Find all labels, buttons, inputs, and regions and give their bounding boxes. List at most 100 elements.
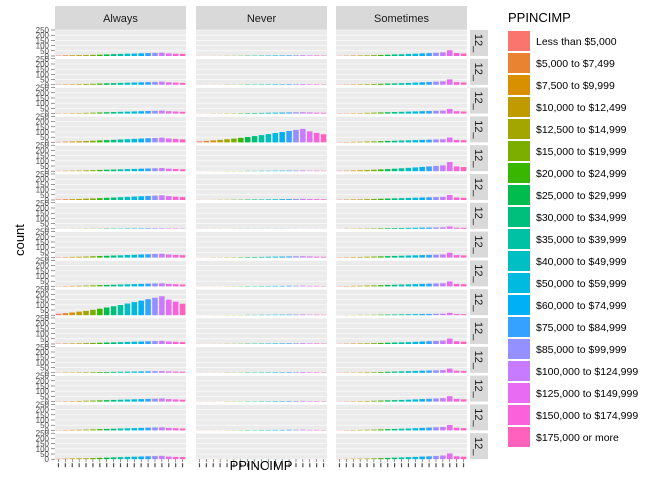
bar xyxy=(124,196,131,200)
y-tick-label: 0 xyxy=(45,340,50,349)
bar xyxy=(124,284,131,287)
bar xyxy=(286,285,292,287)
bar xyxy=(69,429,75,431)
bar xyxy=(272,343,279,344)
bar xyxy=(83,112,89,114)
x-tick-label xyxy=(274,463,276,468)
bar xyxy=(378,256,384,258)
x-tick-label xyxy=(147,463,149,468)
bar xyxy=(405,53,412,56)
facet-panel xyxy=(336,58,467,86)
legend-key xyxy=(508,97,530,117)
panel-background xyxy=(336,116,467,143)
bar xyxy=(62,141,69,143)
column-strip-bg xyxy=(196,6,327,30)
bar xyxy=(258,135,265,143)
bar xyxy=(384,198,391,200)
column-strip-bg xyxy=(336,6,467,30)
bar xyxy=(350,141,356,143)
bar xyxy=(313,170,320,172)
legend-entry-label: $150,000 to $174,999 xyxy=(536,410,638,422)
bar xyxy=(426,254,432,258)
bar xyxy=(110,306,117,316)
bar xyxy=(279,401,285,402)
x-tick-label xyxy=(302,463,304,468)
bar xyxy=(131,399,138,402)
bar xyxy=(426,197,432,200)
legend-key xyxy=(508,317,530,337)
bar xyxy=(378,429,384,431)
x-tick-label xyxy=(373,463,375,468)
bar xyxy=(453,255,460,258)
bar xyxy=(97,140,103,143)
bar xyxy=(391,112,398,114)
bar xyxy=(357,401,363,402)
bar xyxy=(138,138,144,143)
bar xyxy=(272,372,279,373)
bar xyxy=(398,140,405,143)
bar xyxy=(440,139,446,143)
bar xyxy=(350,199,356,200)
facet-panel xyxy=(55,432,186,460)
bar xyxy=(307,314,313,316)
y-tick-label: 200 xyxy=(36,319,50,328)
row-strip-bg xyxy=(470,174,488,200)
bar xyxy=(110,139,117,143)
bar xyxy=(378,342,384,344)
y-tick-label: 250 xyxy=(36,26,50,35)
bar xyxy=(357,84,363,85)
bar xyxy=(152,110,158,114)
facet-panel xyxy=(55,58,186,86)
bar xyxy=(384,371,391,373)
bar xyxy=(159,253,165,258)
bar xyxy=(313,112,320,114)
bar xyxy=(371,141,377,143)
bar xyxy=(307,401,313,402)
bar xyxy=(378,112,384,114)
bar xyxy=(440,81,446,85)
y-tick-label: 250 xyxy=(36,343,50,352)
bar xyxy=(440,227,446,229)
bar xyxy=(433,340,439,344)
bar xyxy=(426,53,432,56)
bar xyxy=(272,256,279,258)
facet-panel xyxy=(55,116,186,143)
bar xyxy=(159,296,165,316)
y-tick-label: 50 xyxy=(40,306,49,315)
bar xyxy=(300,112,306,114)
x-tick-label xyxy=(233,463,235,468)
bar xyxy=(453,283,460,287)
bar xyxy=(117,255,124,258)
facet-panel xyxy=(196,202,327,230)
bar xyxy=(152,137,158,143)
bar xyxy=(398,83,405,85)
x-tick-label xyxy=(414,463,416,468)
bar xyxy=(279,285,285,287)
bar xyxy=(460,314,467,316)
bar xyxy=(357,429,363,431)
bar xyxy=(265,199,272,200)
bar xyxy=(460,53,467,56)
bar xyxy=(307,343,313,344)
legend-entry-label: $35,000 to $39,999 xyxy=(536,234,627,246)
bar xyxy=(117,399,124,402)
bar xyxy=(279,314,285,316)
bar xyxy=(279,256,285,258)
bar xyxy=(131,371,138,373)
legend-key xyxy=(508,383,530,403)
bar xyxy=(152,427,158,431)
bar xyxy=(378,141,384,143)
bar xyxy=(97,256,103,258)
row-strip-label: 12_ xyxy=(472,437,484,456)
panel-background xyxy=(55,58,186,85)
bar xyxy=(391,168,398,172)
panel-background xyxy=(336,174,467,200)
bar xyxy=(300,198,306,200)
bar xyxy=(272,84,279,85)
bar xyxy=(378,458,384,460)
bar xyxy=(152,341,158,344)
bar xyxy=(97,342,103,344)
bar xyxy=(412,341,419,344)
bar xyxy=(69,141,75,143)
